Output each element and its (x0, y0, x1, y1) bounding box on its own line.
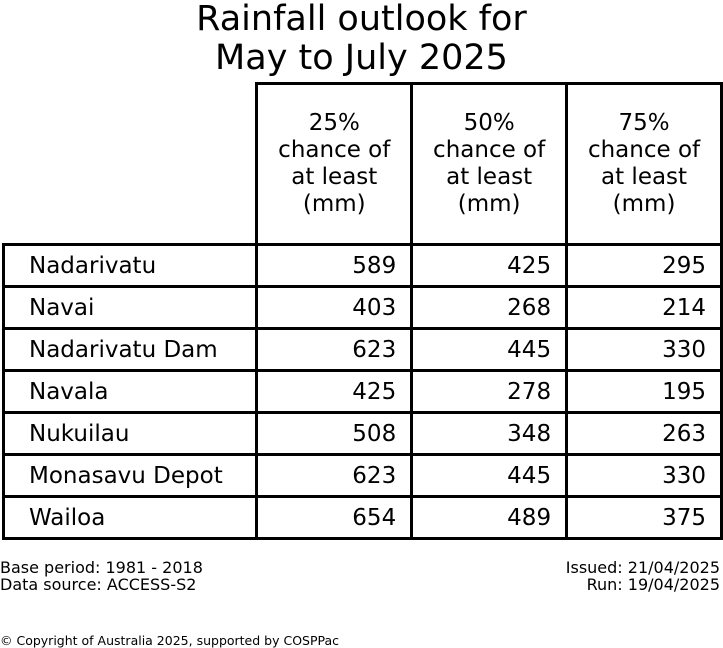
title-line-2: May to July 2025 (215, 38, 508, 78)
column-header-line: at least (601, 164, 688, 190)
column-header-line: 25% (308, 110, 360, 136)
station-name: Wailoa (1, 495, 259, 540)
value-25: 623 (255, 327, 414, 372)
column-header-line: 50% (463, 110, 515, 136)
column-header-line: chance of (433, 137, 546, 163)
value-50: 445 (410, 453, 569, 498)
value-75: 330 (565, 453, 723, 498)
value-75: 330 (565, 327, 723, 372)
value-25: 654 (255, 495, 414, 540)
column-header-line: at least (446, 164, 533, 190)
value-50: 348 (410, 411, 569, 456)
value-25: 425 (255, 369, 414, 414)
value-50: 445 (410, 327, 569, 372)
station-name: Nadarivatu Dam (1, 327, 259, 372)
column-header-line: (mm) (302, 191, 366, 217)
column-header-25: 25% chance of at least (mm) (255, 82, 414, 246)
column-header-75: 75% chance of at least (mm) (565, 82, 723, 246)
footer-right: Issued: 21/04/2025 Run: 19/04/2025 (566, 559, 720, 593)
rainfall-table: 25% chance of at least (mm) 50% chance o… (1, 82, 723, 540)
value-50: 489 (410, 495, 569, 540)
issued-date: Issued: 21/04/2025 (565, 558, 720, 577)
value-50: 268 (410, 285, 569, 330)
table-row: Navai 403 268 214 (1, 285, 723, 330)
column-header-line: chance of (587, 137, 701, 163)
table-row: Nukuilau 508 348 263 (1, 411, 723, 456)
value-25: 623 (255, 453, 414, 498)
station-name: Navala (1, 369, 259, 414)
value-75: 195 (565, 369, 723, 414)
station-name: Nukuilau (1, 411, 259, 456)
header-blank-cell (4, 84, 257, 245)
table-row: Nadarivatu 589 425 295 (1, 243, 723, 288)
value-75: 214 (565, 285, 723, 330)
base-period: Base period: 1981 - 2018 (0, 558, 203, 577)
value-75: 263 (565, 411, 723, 456)
column-header-line: chance of (278, 137, 391, 163)
column-header-line: (mm) (457, 191, 521, 217)
table-row: Nadarivatu Dam 623 445 330 (1, 327, 723, 372)
value-50: 278 (410, 369, 569, 414)
title-line-1: Rainfall outlook for (196, 0, 527, 39)
chart-title: Rainfall outlook for May to July 2025 (0, 0, 723, 78)
column-header-line: (mm) (612, 191, 676, 217)
value-75: 295 (565, 243, 723, 288)
column-header-50: 50% chance of at least (mm) (410, 82, 569, 246)
value-25: 508 (255, 411, 414, 456)
header-row: 25% chance of at least (mm) 50% chance o… (4, 82, 723, 246)
station-name: Monasavu Depot (1, 453, 259, 498)
value-75: 375 (565, 495, 723, 540)
station-name: Navai (1, 285, 259, 330)
copyright-notice: © Copyright of Australia 2025, supported… (0, 633, 340, 648)
run-date: Run: 19/04/2025 (586, 575, 720, 594)
value-25: 589 (255, 243, 414, 288)
column-header-line: at least (291, 164, 378, 190)
value-25: 403 (255, 285, 414, 330)
footer-left: Base period: 1981 - 2018 Data source: AC… (0, 559, 203, 593)
data-source: Data source: ACCESS-S2 (0, 575, 197, 594)
table-row: Navala 425 278 195 (1, 369, 723, 414)
value-50: 425 (410, 243, 569, 288)
station-name: Nadarivatu (1, 243, 259, 288)
column-header-line: 75% (618, 110, 670, 136)
table-row: Wailoa 654 489 375 (1, 495, 723, 540)
table-row: Monasavu Depot 623 445 330 (1, 453, 723, 498)
